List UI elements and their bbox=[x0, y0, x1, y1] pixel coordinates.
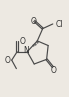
Text: O: O bbox=[51, 66, 57, 75]
Text: N: N bbox=[24, 46, 29, 55]
Text: Cl: Cl bbox=[56, 20, 63, 29]
Text: O: O bbox=[4, 56, 10, 65]
Text: O: O bbox=[30, 17, 36, 26]
Text: O: O bbox=[19, 37, 25, 46]
